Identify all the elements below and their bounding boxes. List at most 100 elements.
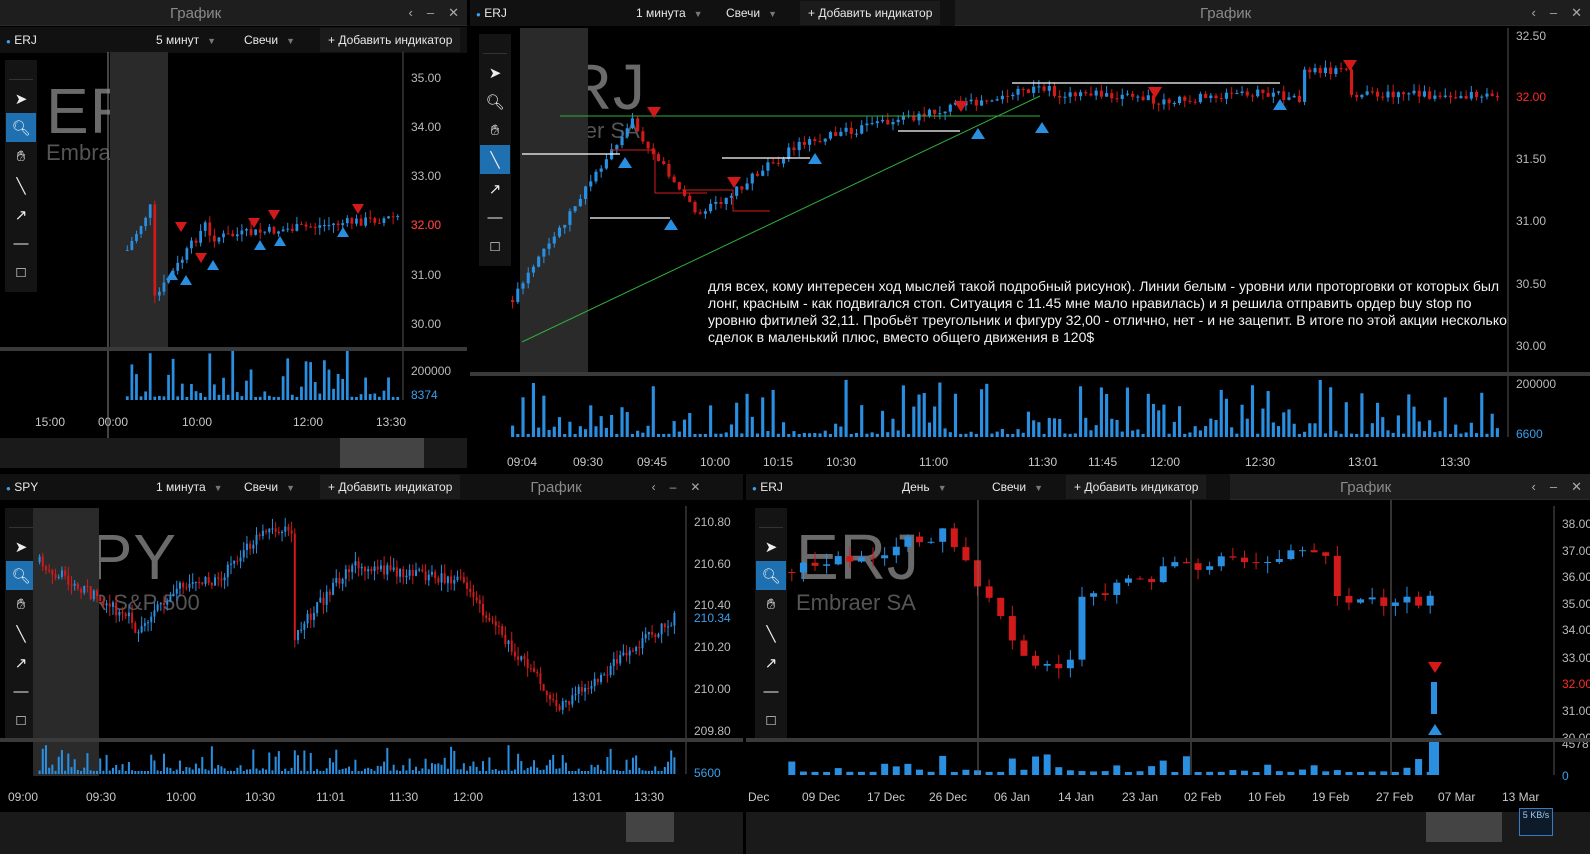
candle — [236, 560, 239, 562]
toolbar-handle[interactable] — [9, 512, 33, 528]
add-indicator-button[interactable]: + Добавить индикатор — [1066, 475, 1207, 499]
chart-type-selector[interactable]: Свечи ▼ — [726, 6, 778, 20]
candle — [1276, 91, 1281, 93]
symbol-selector[interactable]: ● ERJ — [6, 33, 37, 47]
volume-bar — [813, 433, 817, 437]
arrow-icon[interactable]: ↗ — [488, 180, 502, 198]
line-icon[interactable]: ╲ — [480, 145, 510, 174]
candle — [1193, 101, 1197, 103]
line-icon[interactable]: ╲ — [766, 625, 776, 643]
collapse-icon[interactable]: ‹ — [651, 480, 656, 494]
candle — [638, 647, 641, 649]
collapse-icon[interactable]: ‹ — [1531, 5, 1536, 20]
rect-icon[interactable]: □ — [16, 712, 26, 729]
volume-bar — [1198, 430, 1202, 437]
price-tick-label: 31.50 — [1516, 152, 1546, 166]
navigator[interactable] — [746, 812, 1590, 854]
volume-bar — [584, 770, 587, 774]
chart-type-selector[interactable]: Свечи ▼ — [244, 33, 296, 47]
candle — [1146, 95, 1150, 101]
volume-bar — [231, 350, 235, 400]
minimize-icon[interactable]: – — [669, 480, 677, 494]
collapse-icon[interactable]: ‹ — [1531, 479, 1536, 494]
pointer-icon[interactable]: ➤ — [14, 90, 28, 108]
buy-marker-icon — [1273, 99, 1287, 110]
price-chart[interactable]: 210.80 210.60 210.40 210.20 210.00 209.80 210.… — [0, 472, 743, 854]
candle — [364, 217, 367, 226]
candle — [631, 650, 634, 652]
close-icon[interactable]: ✕ — [1571, 5, 1582, 20]
symbol-selector[interactable]: ● ERJ — [752, 480, 783, 494]
symbol-selector[interactable]: ● ERJ — [476, 6, 507, 20]
hand-icon[interactable]: ✋︎ — [766, 596, 776, 613]
chart-type-selector[interactable]: Свечи ▼ — [244, 480, 296, 494]
pane-separator[interactable] — [470, 372, 1590, 376]
interval-selector[interactable]: 1 минута ▼ — [156, 480, 223, 494]
arrow-icon[interactable]: ↗ — [764, 654, 778, 672]
interval-selector[interactable]: 1 минута ▼ — [636, 6, 703, 20]
pane-separator[interactable] — [0, 347, 467, 351]
toolbar-handle[interactable] — [759, 512, 783, 528]
pointer-icon[interactable]: ➤ — [488, 64, 502, 82]
collapse-icon[interactable]: ‹ — [408, 5, 413, 20]
price-chart[interactable]: 38.0037.0036.0035.0034.0033.0031.0030.00… — [746, 472, 1590, 854]
close-icon[interactable]: ✕ — [690, 480, 701, 494]
minimize-icon[interactable]: – — [1549, 479, 1558, 494]
volume-bar — [745, 393, 749, 437]
symbol-selector[interactable]: ● SPY — [6, 480, 39, 494]
hand-icon[interactable]: ✋︎ — [16, 596, 26, 613]
line-icon[interactable]: ╲ — [16, 177, 26, 195]
hline-icon[interactable]: — — [13, 683, 29, 700]
price-chart[interactable]: 35.0034.0033.0032.0031.0030.0032.0020000… — [0, 0, 467, 468]
volume-bar — [1357, 771, 1365, 775]
pane-separator[interactable] — [746, 738, 1590, 742]
pane-separator[interactable] — [0, 738, 743, 742]
close-icon[interactable]: ✕ — [1571, 479, 1582, 494]
rect-icon[interactable]: □ — [490, 238, 500, 255]
candle — [1485, 93, 1489, 97]
volume-bar — [740, 433, 744, 437]
arrow-icon[interactable]: ↗ — [14, 654, 28, 672]
candle — [1261, 89, 1265, 93]
add-indicator-button[interactable]: + Добавить индикатор — [800, 1, 941, 25]
add-indicator-button[interactable]: + Добавить индикатор — [320, 475, 461, 499]
zoom-icon[interactable]: 🔍︎ — [6, 113, 36, 142]
candle — [130, 240, 134, 250]
chart-type-selector[interactable]: Свечи ▼ — [992, 480, 1044, 494]
close-icon[interactable]: ✕ — [448, 5, 459, 20]
toolbar-handle[interactable] — [483, 38, 507, 54]
candle — [1474, 92, 1479, 98]
minimize-icon[interactable]: – — [1549, 5, 1558, 20]
volume-bar — [1113, 765, 1121, 775]
hand-icon[interactable]: ✋︎ — [16, 148, 26, 165]
toolbar-handle[interactable] — [9, 64, 33, 80]
interval-selector[interactable]: 5 минут ▼ — [156, 33, 217, 47]
pointer-icon[interactable]: ➤ — [14, 538, 28, 556]
hline-icon[interactable]: — — [763, 683, 779, 700]
line-icon[interactable]: ╲ — [16, 625, 26, 643]
candle — [272, 226, 276, 234]
hline-icon[interactable]: — — [487, 209, 503, 226]
navigator-thumb[interactable] — [1426, 812, 1502, 842]
add-indicator-button[interactable]: + Добавить индикатор — [320, 28, 461, 52]
zoom-icon[interactable]: 🔍︎ — [485, 93, 505, 111]
arrow-icon[interactable]: ↗ — [14, 206, 28, 224]
interval-selector[interactable]: День ▼ — [902, 480, 947, 494]
candle — [693, 201, 697, 213]
navigator[interactable] — [0, 438, 467, 468]
volume-bar — [1365, 433, 1369, 437]
hline-icon[interactable]: — — [13, 235, 29, 252]
candle — [1322, 552, 1330, 556]
rect-icon[interactable]: □ — [766, 712, 776, 729]
hand-icon[interactable]: ✋︎ — [490, 122, 500, 139]
minimize-icon[interactable]: – — [426, 5, 435, 20]
zoom-icon[interactable]: 🔍︎ — [6, 561, 36, 590]
zoom-icon[interactable]: 🔍︎ — [756, 561, 786, 590]
rect-icon[interactable]: □ — [16, 264, 26, 281]
pointer-icon[interactable]: ➤ — [764, 538, 778, 556]
navigator-thumb[interactable] — [626, 812, 674, 842]
navigator-thumb[interactable] — [340, 438, 424, 468]
price-chart[interactable]: 32.50 31.50 31.00 30.50 30.00 32.00 200000 6600… — [470, 0, 1590, 468]
candle — [387, 216, 390, 219]
navigator[interactable] — [0, 812, 743, 854]
